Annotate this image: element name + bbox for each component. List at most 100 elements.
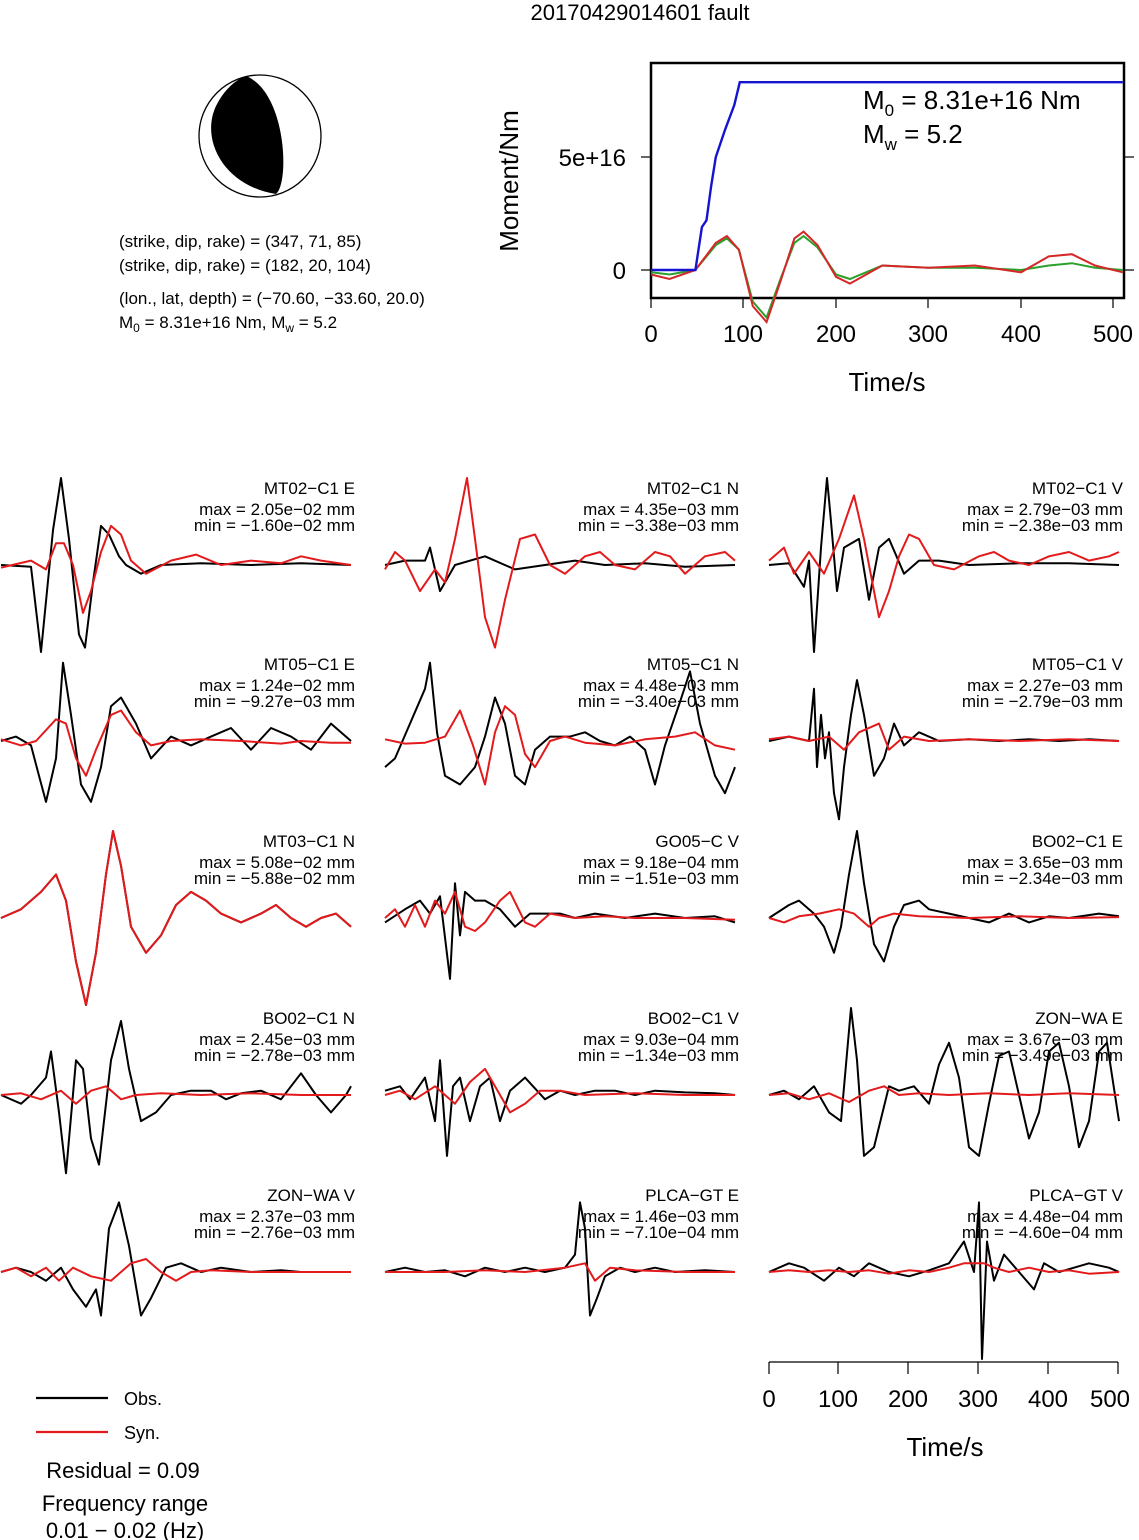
station-label: BO02−C1 E <box>1032 832 1123 851</box>
max-amplitude-label: max = 2.79e−03 mm <box>967 500 1123 519</box>
min-amplitude-label: min = −3.38e−03 mm <box>578 516 739 535</box>
bottom-time-axis <box>768 1361 1119 1374</box>
max-amplitude-label: max = 3.65e−03 mm <box>967 853 1123 872</box>
legend: Obs. Syn. <box>36 1389 162 1443</box>
stf-xtick-500: 500 <box>1093 321 1133 348</box>
frequency-range-value: 0.01 − 0.02 (Hz) <box>46 1518 204 1540</box>
legend-obs-label: Obs. <box>124 1389 162 1409</box>
synthetic-trace <box>768 494 1120 619</box>
bottom-xlabel: Time/s <box>906 1432 983 1462</box>
min-amplitude-label: min = −2.34e−03 mm <box>962 869 1123 888</box>
min-amplitude-label: min = −5.88e−02 mm <box>194 869 355 888</box>
bottom-xtick-300: 300 <box>958 1386 998 1413</box>
station-label: ZON−WA E <box>1035 1009 1123 1028</box>
min-amplitude-label: min = −1.51e−03 mm <box>578 869 739 888</box>
stf-ytick-0: 0 <box>613 258 626 285</box>
stf-ylabel: Moment/Nm <box>494 110 524 252</box>
residual-text: Residual = 0.09 <box>46 1458 200 1483</box>
station-label: PLCA−GT E <box>645 1186 739 1205</box>
stf-xtick-100: 100 <box>723 321 763 348</box>
min-amplitude-label: min = −2.79e−03 mm <box>962 692 1123 711</box>
synthetic-trace <box>768 1085 1120 1103</box>
legend-syn-label: Syn. <box>124 1423 160 1443</box>
nodal-plane-2: (strike, dip, rake) = (182, 20, 104) <box>119 256 371 275</box>
stf-mw-annotation: Mw = 5.2 <box>863 119 963 154</box>
max-amplitude-label: max = 9.03e−04 mm <box>583 1030 739 1049</box>
max-amplitude-label: max = 4.48e−03 mm <box>583 676 739 695</box>
observed-trace <box>0 477 352 653</box>
stf-xtick-200: 200 <box>816 321 856 348</box>
bottom-xtick-0: 0 <box>762 1386 775 1413</box>
station-label: MT03−C1 N <box>263 832 355 851</box>
max-amplitude-label: max = 5.08e−02 mm <box>199 853 355 872</box>
bottom-xtick-500: 500 <box>1090 1386 1130 1413</box>
max-amplitude-label: max = 1.24e−02 mm <box>199 676 355 695</box>
synthetic-trace <box>384 890 736 932</box>
observed-trace <box>0 661 352 803</box>
min-amplitude-label: min = −2.78e−03 mm <box>194 1046 355 1065</box>
station-label: MT05−C1 V <box>1032 655 1124 674</box>
hypocenter-location: (lon., lat, depth) = (−70.60, −33.60, 20… <box>119 289 425 308</box>
station-label: MT05−C1 E <box>264 655 355 674</box>
moment-magnitude-text: M0 = 8.31e+16 Nm, Mw = 5.2 <box>119 313 337 335</box>
stf-axes <box>641 61 1134 308</box>
synthetic-trace <box>768 1262 1120 1275</box>
max-amplitude-label: max = 4.35e−03 mm <box>583 500 739 519</box>
station-label: ZON−WA V <box>267 1186 355 1205</box>
max-amplitude-label: max = 2.27e−03 mm <box>967 676 1123 695</box>
stf-m0-annotation: M0 = 8.31e+16 Nm <box>863 85 1081 120</box>
max-amplitude-label: max = 2.05e−02 mm <box>199 500 355 519</box>
station-label: BO02−C1 V <box>648 1009 740 1028</box>
min-amplitude-label: min = −3.40e−03 mm <box>578 692 739 711</box>
bottom-xtick-100: 100 <box>818 1386 858 1413</box>
min-amplitude-label: min = −9.27e−03 mm <box>194 692 355 711</box>
stf-series-0 <box>651 80 1123 272</box>
station-label: MT02−C1 V <box>1032 479 1124 498</box>
stf-series-2 <box>650 234 1123 320</box>
synthetic-trace <box>0 1085 351 1105</box>
stf-plot-area <box>650 80 1124 324</box>
stf-xlabel: Time/s <box>848 367 925 397</box>
observed-trace <box>384 1059 736 1157</box>
observed-trace <box>384 882 736 980</box>
min-amplitude-label: min = −1.34e−03 mm <box>578 1046 739 1065</box>
nodal-plane-1: (strike, dip, rake) = (347, 71, 85) <box>119 232 361 251</box>
observed-trace <box>384 661 736 795</box>
max-amplitude-label: max = 2.37e−03 mm <box>199 1207 355 1226</box>
station-label: BO02−C1 N <box>263 1009 355 1028</box>
min-amplitude-label: min = −3.49e−03 mm <box>962 1046 1123 1065</box>
synthetic-trace <box>385 1262 735 1282</box>
station-label: MT05−C1 N <box>647 655 739 674</box>
synthetic-trace <box>384 1067 735 1114</box>
max-amplitude-label: max = 2.45e−03 mm <box>199 1030 355 1049</box>
station-label: GO05−C V <box>655 832 739 851</box>
synthetic-trace <box>0 1258 351 1282</box>
bottom-xtick-200: 200 <box>888 1386 928 1413</box>
synthetic-trace <box>768 908 1120 928</box>
bottom-xtick-400: 400 <box>1028 1386 1068 1413</box>
station-label: MT02−C1 N <box>647 479 739 498</box>
synthetic-trace <box>384 477 736 649</box>
max-amplitude-label: max = 1.46e−03 mm <box>583 1207 739 1226</box>
min-amplitude-label: min = −2.38e−03 mm <box>962 516 1123 535</box>
frequency-range-label: Frequency range <box>42 1491 208 1516</box>
max-amplitude-label: max = 3.67e−03 mm <box>967 1030 1123 1049</box>
min-amplitude-label: min = −7.10e−04 mm <box>578 1223 739 1242</box>
min-amplitude-label: min = −1.60e−02 mm <box>194 516 355 535</box>
synthetic-trace <box>0 524 352 614</box>
max-amplitude-label: max = 9.18e−04 mm <box>583 853 739 872</box>
